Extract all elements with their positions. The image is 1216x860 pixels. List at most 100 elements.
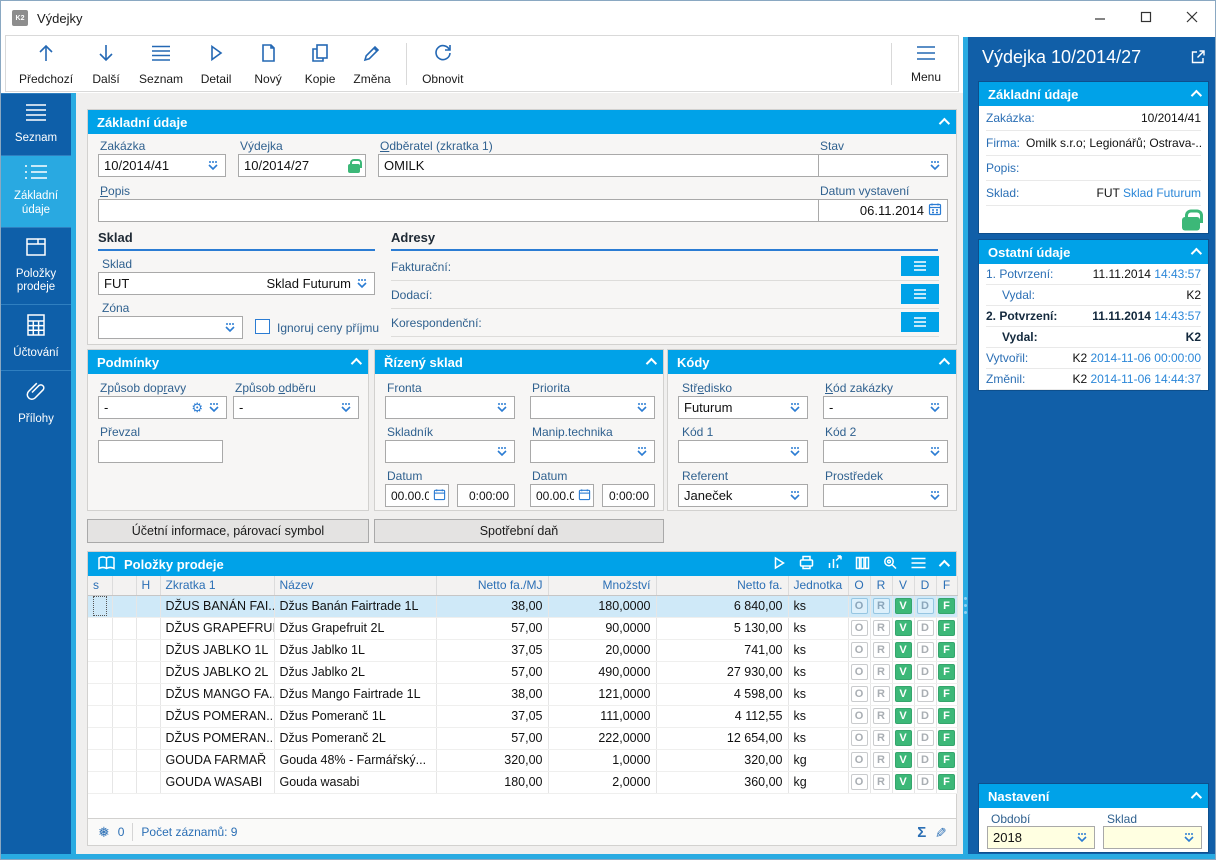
dropdown-icon[interactable] [788,490,802,502]
next-button[interactable]: Další [80,39,132,89]
stav-field[interactable] [818,154,948,177]
detail-button[interactable]: Detail [190,39,242,89]
adresa-korespondencni-button[interactable] [901,312,939,332]
manip-technika-field[interactable] [530,440,655,463]
datum1-field[interactable]: 00.00.0 [385,484,449,507]
sidebar-item-polozky-prodeje[interactable]: Položky prodeje [1,226,71,305]
collapse-icon[interactable] [1190,89,1203,102]
dropdown-icon[interactable] [635,402,649,414]
dropdown-icon[interactable] [928,402,942,414]
dropdown-icon[interactable] [207,402,221,414]
adresa-fakturacni-button[interactable] [901,256,939,276]
table-row[interactable]: DŽUS MANGO FA... Džus Mango Fairtrade 1L 3… [88,683,958,706]
gear-icon[interactable]: ⚙ [191,400,203,415]
cas2-field[interactable]: 0:00:00 [602,484,655,507]
table-row[interactable]: DŽUS GRAPEFRUI...Džus Grapefruit 2L57,00… [88,617,958,640]
print-icon[interactable] [798,555,815,573]
column-header[interactable]: Jednotka [788,576,849,596]
collapse-icon[interactable] [938,117,951,130]
column-header[interactable]: Množství [548,576,657,596]
collapse-icon[interactable] [645,357,658,370]
collapse-icon[interactable] [938,559,951,572]
collapse-icon[interactable] [1190,247,1203,260]
ignoruj-ceny-checkbox[interactable] [255,319,270,334]
dropdown-icon[interactable] [1182,832,1196,844]
refresh-button[interactable]: Obnovit [415,39,470,89]
column-header[interactable]: Netto fa. [656,576,789,596]
dropdown-icon[interactable] [495,446,509,458]
collapse-icon[interactable] [350,357,363,370]
dropdown-icon[interactable] [206,160,220,172]
panel-splitter[interactable] [964,597,967,614]
dropdown-icon[interactable] [928,490,942,502]
dropdown-icon[interactable] [355,278,369,290]
column-header[interactable]: Zkratka 1 [160,576,275,596]
kod2-field[interactable] [823,440,948,463]
kod-zakazky-field[interactable]: - [823,396,948,419]
zona-field[interactable] [98,316,243,339]
dropdown-icon[interactable] [928,446,942,458]
dropdown-icon[interactable] [928,160,942,172]
vydejka-field[interactable]: 10/2014/27 [238,154,366,177]
close-button[interactable] [1169,1,1215,33]
collapse-icon[interactable] [1190,791,1203,804]
obdobi-field[interactable]: 2018 [987,826,1095,849]
chart-icon[interactable] [827,555,843,573]
calendar-icon[interactable] [928,202,942,219]
column-header[interactable] [112,576,137,596]
column-header[interactable]: H [136,576,161,596]
run-icon[interactable] [772,556,786,573]
priorita-field[interactable] [530,396,655,419]
copy-button[interactable]: Kopie [294,39,346,89]
stredisko-field[interactable]: Futurum [678,396,808,419]
dropdown-icon[interactable] [788,446,802,458]
sum-icon[interactable]: Σ [917,823,927,841]
table-row[interactable]: GOUDA WASABI Gouda wasabi 180,00 2,0000 360,… [88,771,958,794]
sidebar-item-uctovani[interactable]: Účtování [1,304,71,370]
skladnik-field[interactable] [385,440,515,463]
minimize-button[interactable] [1077,1,1123,33]
zpusob-odberu-field[interactable]: - [233,396,359,419]
odberatel-field[interactable]: OMILK [378,154,888,177]
columns-icon[interactable] [855,556,870,573]
column-header[interactable]: s [88,576,113,596]
collapse-icon[interactable] [938,357,951,370]
adresa-dodaci-button[interactable] [901,284,939,304]
table-menu-icon[interactable] [910,557,927,572]
kod1-field[interactable] [678,440,808,463]
cas1-field[interactable]: 0:00:00 [457,484,515,507]
previous-button[interactable]: Předchozí [12,39,80,89]
prevzal-field[interactable] [98,440,223,463]
table-row[interactable]: DŽUS POMERAN... Džus Pomeranč 1L 37,05 111,… [88,705,958,728]
column-header[interactable]: D [914,576,937,596]
spotrebni-dan-button[interactable]: Spotřební daň [374,519,664,543]
dropdown-icon[interactable] [1075,832,1089,844]
dropdown-icon[interactable] [788,402,802,414]
column-header[interactable]: Název [274,576,437,596]
referent-field[interactable]: Janeček [678,484,808,507]
table-row[interactable]: DŽUS JABLKO 2L Džus Jablko 2L 57,00 490,000… [88,661,958,684]
ucetni-informace-button[interactable]: Účetní informace, párovací symbol [87,519,369,543]
column-header[interactable]: O [848,576,871,596]
menu-button[interactable]: Menu [900,39,952,89]
dropdown-icon[interactable] [223,322,237,334]
column-header[interactable]: V [892,576,915,596]
new-button[interactable]: Nový [242,39,294,89]
edit-icon[interactable]: ✎ [932,826,949,838]
zpusob-dopravy-field[interactable]: - ⚙ [98,396,227,419]
nastaveni-sklad-field[interactable] [1103,826,1202,849]
search-settings-icon[interactable] [882,555,898,573]
column-header[interactable]: R [870,576,893,596]
sidebar-item-zakladni-udaje[interactable]: Základní údaje [1,155,71,227]
dropdown-icon[interactable] [495,402,509,414]
dropdown-icon[interactable] [635,446,649,458]
popis-field[interactable]: … [98,199,888,222]
column-header[interactable]: Netto fa./MJ [436,576,549,596]
sidebar-item-seznam[interactable]: Seznam [1,93,71,155]
edit-button[interactable]: Změna [346,39,398,89]
table-row[interactable]: DŽUS JABLKO 1L Džus Jablko 1L 37,05 20,0000… [88,639,958,662]
datum-vystaveni-field[interactable]: 06.11.2014 [818,199,948,222]
open-external-icon[interactable] [1190,49,1206,70]
sklad-field[interactable]: FUT Sklad Futurum [98,272,375,295]
dropdown-icon[interactable] [339,402,353,414]
